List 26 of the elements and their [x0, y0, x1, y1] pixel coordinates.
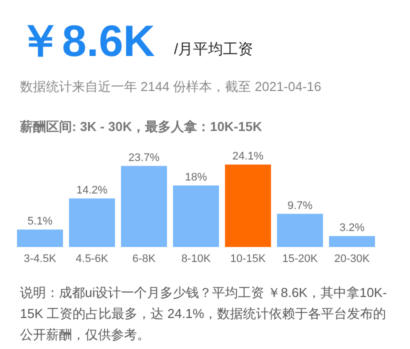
x-tick-label: 15-20K	[282, 253, 318, 265]
bar	[225, 164, 271, 247]
text: 数据统计来自近一年 2144 份样本，截至 2021-04-16	[20, 78, 322, 96]
bar	[121, 166, 167, 247]
bar	[173, 185, 219, 247]
chart-title: ￥8.6K	[18, 16, 155, 68]
bar	[277, 214, 323, 247]
x-tick-label: 8-10K	[181, 253, 212, 265]
bar	[17, 230, 63, 247]
data-label: 14.2%	[76, 184, 108, 196]
chart-subtitle: /月平均工资	[174, 40, 254, 59]
x-tick-label: 6-8K	[132, 253, 156, 265]
x-tick-label: 10-15K	[230, 253, 266, 265]
data-label: 23.7%	[128, 152, 160, 164]
data-label: 3.2%	[339, 222, 365, 234]
data-label: 18%	[184, 171, 208, 184]
bar	[69, 198, 115, 247]
x-tick-label: 3-4.5K	[24, 253, 57, 265]
data-label: 5.1%	[27, 216, 53, 228]
x-tick-label: 20-30K	[334, 253, 370, 265]
x-tick-label: 4.5-6K	[76, 253, 109, 265]
data-label: 24.1%	[232, 150, 264, 163]
text: 薪酬区间: 3K - 30K，最多人拿：10K-15K	[20, 118, 262, 136]
text: 说明：成都ui设计一个月多少钱？平均工资 ￥8.6K，其中拿10K-15K 工资的占比最多，达 24.1%，数据统计依赖于各平台发布的公开薪酬，仅供参考。	[20, 284, 388, 344]
bar	[329, 236, 375, 247]
data-label: 9.7%	[287, 200, 313, 212]
